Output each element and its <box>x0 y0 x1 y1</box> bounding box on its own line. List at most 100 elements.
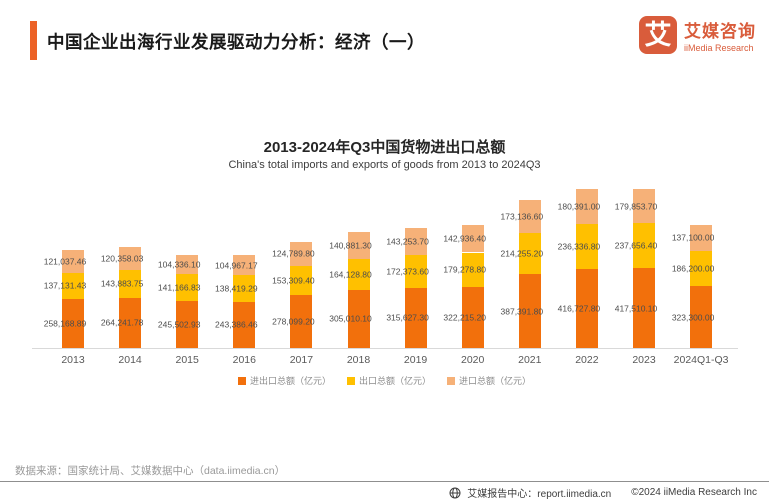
globe-icon <box>449 487 461 498</box>
bar-segment <box>518 274 541 348</box>
bar-value-label: 214,255.20 <box>500 248 544 259</box>
bar-value-label: 164,128.80 <box>329 269 372 280</box>
x-axis-tick: 2022 <box>575 354 599 366</box>
iimedia-logo-text: 艾媒咨询 iiMedia Research <box>684 17 756 53</box>
bar-segment <box>404 227 427 256</box>
legend-label: 出口总额（亿元） <box>358 376 431 386</box>
copyright-text: ©2024 iiMedia Research Inc <box>631 487 757 498</box>
bar-segment <box>690 224 713 251</box>
chart-legend: 进出口总额（亿元） 出口总额（亿元） 进口总额（亿元） <box>0 374 769 387</box>
bar-value-label: 138,419.29 <box>215 283 258 294</box>
bar-value-label: 140,881.30 <box>329 239 372 250</box>
x-axis-tick: 2013 <box>61 354 85 366</box>
bar-segment <box>518 233 541 275</box>
x-axis-tick: 2014 <box>118 354 142 366</box>
bar-segment <box>347 289 370 348</box>
bar-segment <box>176 301 199 348</box>
bar-value-label: 237,656.40 <box>614 240 658 251</box>
bar-value-label: 141,166.83 <box>157 282 201 293</box>
legend-swatch <box>346 376 355 385</box>
x-axis-tick: 2016 <box>232 354 256 366</box>
legend-swatch <box>237 376 246 385</box>
bar-value-label: 315,627.30 <box>386 312 429 323</box>
bar-value-label: 173,136.60 <box>500 211 544 222</box>
bar-value-label: 245,502.93 <box>157 319 201 330</box>
bar-value-label: 258,168.89 <box>43 318 87 329</box>
footer-divider <box>0 481 769 482</box>
iimedia-logo: 艾 艾媒咨询 iiMedia Research <box>639 16 756 54</box>
bar-segment <box>633 223 655 269</box>
bar-value-label: 264,241.78 <box>100 317 144 328</box>
chart-subtitle: China's total imports and exports of goo… <box>228 159 541 171</box>
bar-value-label: 104,967.17 <box>215 260 258 271</box>
bar-segment <box>119 297 142 348</box>
x-axis-tick: 2019 <box>403 354 428 366</box>
bar-segment <box>633 268 655 348</box>
bar-segment <box>176 254 199 275</box>
bar-value-label: 180,391.00 <box>557 201 601 212</box>
x-axis-tick: 2015 <box>175 354 199 366</box>
chart-title: 2013-2024年Q3中国货物进出口总额 <box>263 139 506 156</box>
bar-segment <box>233 275 256 302</box>
bar-segment <box>233 255 256 276</box>
bar-segment <box>119 247 142 271</box>
bar-value-label: 305,010.10 <box>329 313 372 324</box>
page-title: 中国企业出海行业发展驱动力分析：经济（一） <box>47 32 425 52</box>
bar-value-label: 236,336.80 <box>557 240 601 251</box>
bar-value-label: 278,099.20 <box>272 316 315 327</box>
bar-value-label: 142,936.40 <box>443 233 486 244</box>
bar-segment <box>233 301 256 348</box>
footer-bar: 艾媒报告中心：report.iimedia.cn ©2024 iiMedia R… <box>449 485 757 500</box>
data-source-note: 数据来源：国家统计局、艾媒数据中心（data.iimedia.cn） <box>15 465 286 477</box>
bar-segment <box>575 189 598 224</box>
bar-value-label: 186,200.00 <box>671 263 715 274</box>
bar-value-label: 137,100.00 <box>671 232 715 243</box>
bar-segment <box>575 268 598 348</box>
header-accent-bar <box>30 21 37 60</box>
bar-segment <box>461 225 484 253</box>
bar-segment <box>176 274 199 302</box>
legend-swatch <box>447 376 455 385</box>
bar-value-label: 143,883.75 <box>100 278 144 289</box>
bar-value-label: 121,037.46 <box>43 255 87 266</box>
bar-segment <box>290 295 313 348</box>
bar-segment <box>633 188 655 224</box>
legend-label: 进口总额（亿元） <box>459 376 532 386</box>
bar-value-label: 322,215.20 <box>443 312 486 323</box>
bar-value-label: 243,386.46 <box>215 319 258 330</box>
bar-segment <box>62 249 84 273</box>
bar-value-label: 387,391.80 <box>500 305 544 316</box>
bar-value-label: 179,853.70 <box>614 200 658 211</box>
bar-segment <box>404 287 427 348</box>
bar-segment <box>290 242 313 266</box>
bar-value-label: 124,789.80 <box>272 248 315 259</box>
bar-value-label: 323,300.00 <box>671 311 715 322</box>
legend-item: 进出口总额（亿元） <box>237 374 331 387</box>
bar-value-label: 137,131.43 <box>43 280 87 291</box>
bar-segment <box>347 258 370 290</box>
bar-segment <box>404 255 427 288</box>
x-axis-tick: 2020 <box>461 354 485 366</box>
bar-segment <box>518 200 541 234</box>
stacked-bar-chart: 258,168.89 137,131.43 121,037.46 2013 264,24… <box>32 188 738 366</box>
bar-value-label: 143,253.70 <box>386 236 429 247</box>
bar-segment <box>690 286 713 348</box>
x-axis-tick: 2018 <box>346 354 371 366</box>
bar-segment <box>62 272 84 299</box>
bar-value-label: 179,278.80 <box>443 264 486 275</box>
bar-segment <box>119 270 142 298</box>
bar-value-label: 172,373.60 <box>386 266 429 277</box>
bar-segment <box>347 231 370 259</box>
bar-segment <box>461 286 484 348</box>
bar-segment <box>62 298 84 348</box>
iimedia-logo-icon: 艾 <box>639 16 677 54</box>
legend-item: 进口总额（亿元） <box>447 374 531 387</box>
bar-value-label: 416,727.80 <box>557 303 601 314</box>
bar-segment <box>690 250 713 287</box>
report-center-link: 艾媒报告中心：report.iimedia.cn <box>467 489 612 500</box>
bar-value-label: 417,510.10 <box>614 303 658 313</box>
legend-label: 进出口总额（亿元） <box>249 376 331 386</box>
x-axis-tick: 2023 <box>632 354 656 366</box>
x-axis-tick: 2017 <box>289 354 314 366</box>
